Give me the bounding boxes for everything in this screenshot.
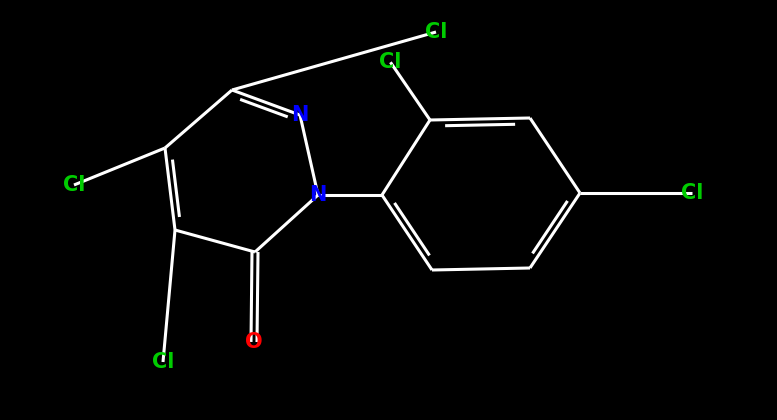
Text: Cl: Cl <box>379 52 402 72</box>
Text: Cl: Cl <box>425 22 448 42</box>
Text: N: N <box>291 105 308 125</box>
Text: Cl: Cl <box>681 183 703 203</box>
Text: O: O <box>246 332 263 352</box>
Text: Cl: Cl <box>152 352 174 372</box>
Text: N: N <box>309 185 326 205</box>
Text: Cl: Cl <box>63 175 85 195</box>
